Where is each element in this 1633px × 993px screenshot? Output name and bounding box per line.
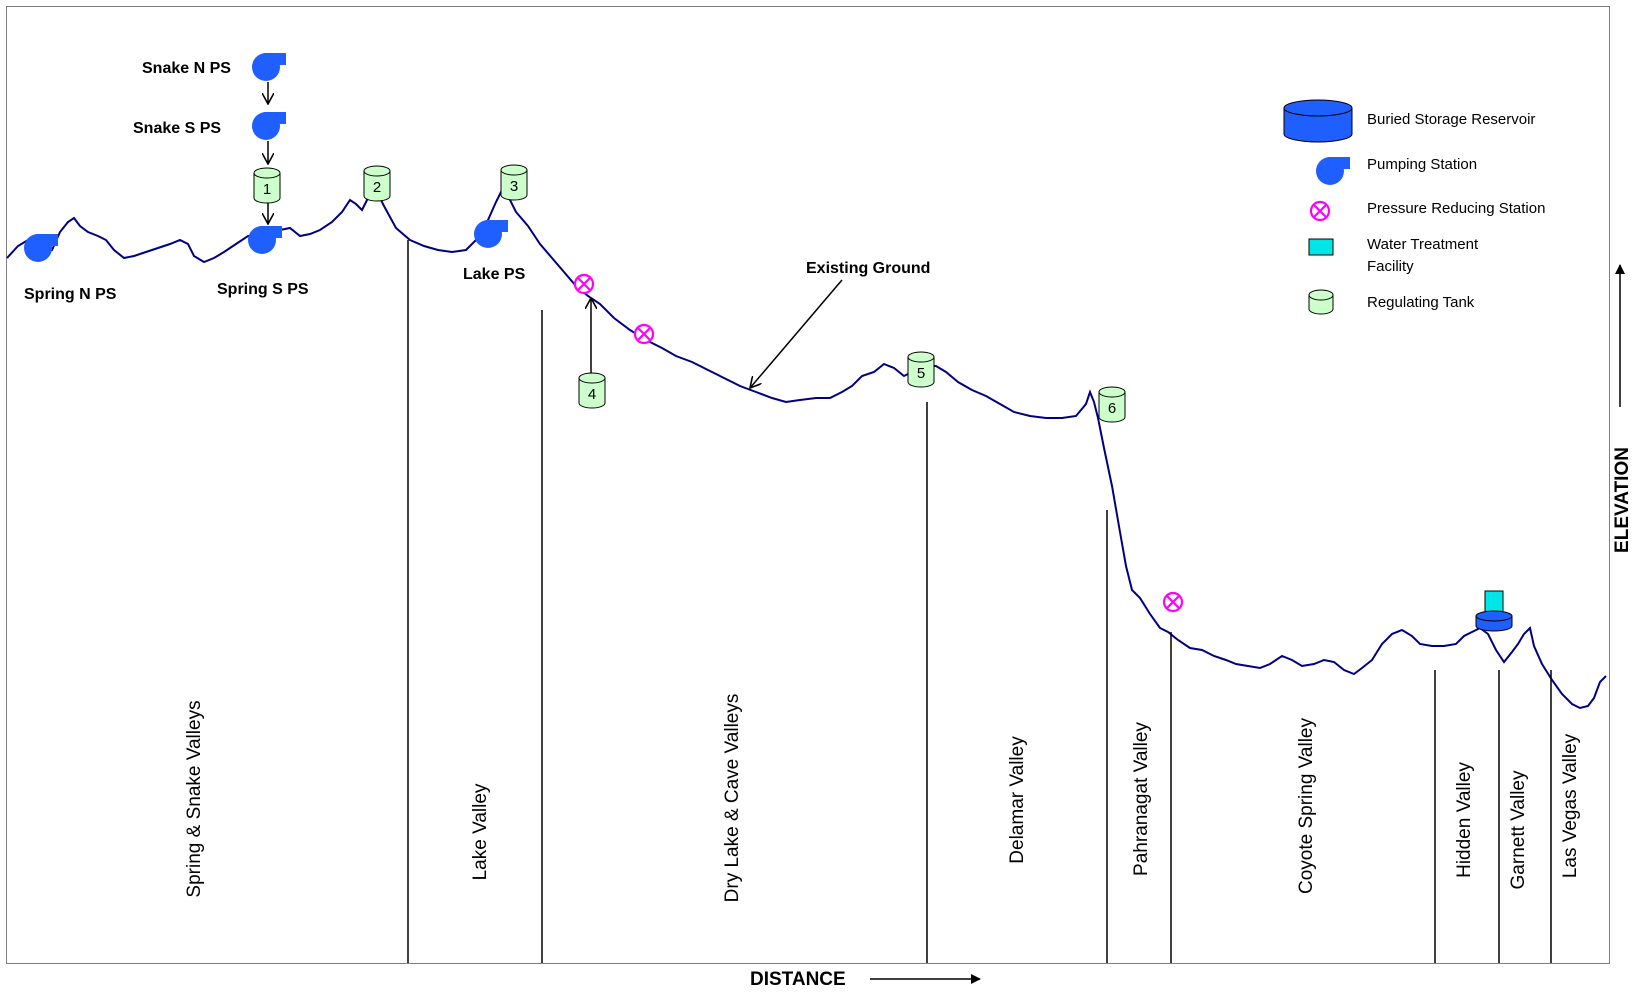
pump-label-snake-n: Snake N PS <box>142 60 231 77</box>
tank-icon <box>500 164 528 201</box>
legend-label-tank: Regulating Tank <box>1367 294 1475 311</box>
pump-icon <box>248 226 282 254</box>
pump-icon <box>252 112 286 140</box>
reservoir-icon <box>1283 99 1353 143</box>
valley-label-garnett: Garnett Valley <box>1508 770 1529 889</box>
x-axis-label: DISTANCE <box>750 969 846 990</box>
y-axis-label: ELEVATION <box>1612 447 1633 553</box>
pump-label-spring-s: Spring S PS <box>217 281 309 298</box>
tank-number-2: 2 <box>373 179 381 196</box>
pump-label-snake-s: Snake S PS <box>133 120 221 137</box>
prs-icon <box>633 323 655 345</box>
legend-label-wtf-2: Facility <box>1367 258 1414 275</box>
valley-label-pahranagat: Pahranagat Valley <box>1131 722 1152 876</box>
valley-label-dry-lake-cave: Dry Lake & Cave Valleys <box>722 694 743 903</box>
existing-ground-arrow <box>750 279 843 388</box>
prs-icon <box>573 273 595 295</box>
legend-label-pumping: Pumping Station <box>1367 156 1477 173</box>
legend: Buried Storage Reservoir Pumping Station… <box>1283 99 1545 315</box>
tank-number-4: 4 <box>588 386 596 403</box>
diagram-frame <box>6 6 1610 964</box>
tank-number-1: 1 <box>263 181 271 198</box>
tank-icon <box>253 167 281 204</box>
tank-icon <box>363 165 391 202</box>
reservoir-icon <box>1475 610 1513 632</box>
valley-label-spring-snake: Spring & Snake Valleys <box>184 700 205 897</box>
legend-label-prs: Pressure Reducing Station <box>1367 200 1545 217</box>
tank-icon <box>1098 386 1126 423</box>
tank-number-6: 6 <box>1108 400 1116 417</box>
valley-label-delamar: Delamar Valley <box>1007 736 1028 864</box>
pump-icon <box>252 53 286 81</box>
valley-label-hidden: Hidden Valley <box>1454 762 1475 878</box>
existing-ground-profile <box>6 186 1607 710</box>
valley-label-las-vegas: Las Vegas Valley <box>1560 733 1581 878</box>
pump-icon <box>1316 157 1350 185</box>
tank-number-3: 3 <box>510 178 518 195</box>
tank-icon <box>907 351 935 388</box>
tank-number-5: 5 <box>917 365 925 382</box>
prs-icon <box>1162 591 1184 613</box>
pump-label-spring-n: Spring N PS <box>24 286 117 303</box>
valley-label-lake: Lake Valley <box>470 783 491 880</box>
valley-label-coyote-spring: Coyote Spring Valley <box>1296 717 1317 894</box>
water-treatment-icon <box>1308 238 1334 256</box>
pump-icon <box>474 220 508 248</box>
pump-label-lake: Lake PS <box>463 266 526 283</box>
existing-ground-label: Existing Ground <box>806 260 930 277</box>
water-treatment-icon <box>1484 590 1504 614</box>
tank-icon <box>578 372 606 409</box>
legend-label-reservoir: Buried Storage Reservoir <box>1367 111 1535 128</box>
legend-label-wtf-1: Water Treatment <box>1367 236 1479 253</box>
prs-icon <box>1309 200 1331 222</box>
tank-icon <box>1308 289 1334 315</box>
